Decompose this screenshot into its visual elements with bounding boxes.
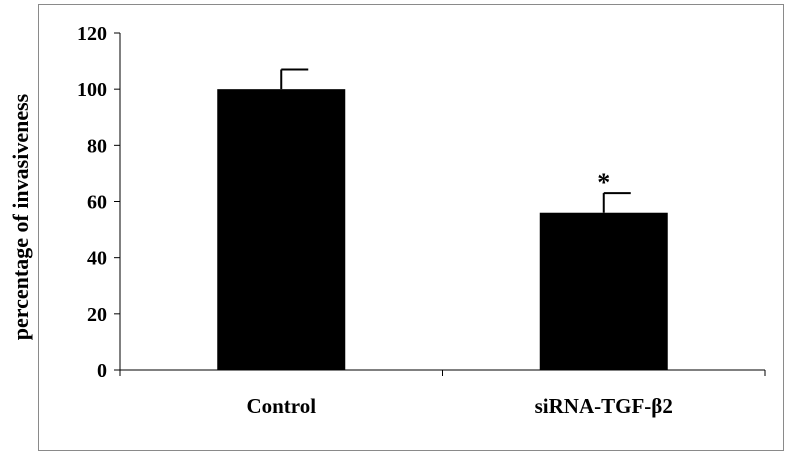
y-tick-label: 40 bbox=[87, 248, 107, 270]
y-axis-label: percentage of invasiveness bbox=[8, 93, 33, 340]
bar-control bbox=[217, 89, 346, 371]
x-category-label: Control bbox=[246, 394, 316, 418]
significance-asterisk: * bbox=[597, 168, 610, 197]
y-tick-label: 120 bbox=[77, 23, 107, 45]
y-tick-label: 80 bbox=[87, 135, 107, 157]
bar-sirna-tgf-b2 bbox=[539, 212, 668, 370]
chart-frame bbox=[38, 4, 784, 451]
y-tick-label: 100 bbox=[77, 79, 107, 101]
y-tick-label: 0 bbox=[97, 360, 107, 382]
y-tick-label: 60 bbox=[87, 192, 107, 214]
x-category-label: siRNA-TGF-β2 bbox=[535, 394, 673, 418]
y-tick-label: 20 bbox=[87, 304, 107, 326]
